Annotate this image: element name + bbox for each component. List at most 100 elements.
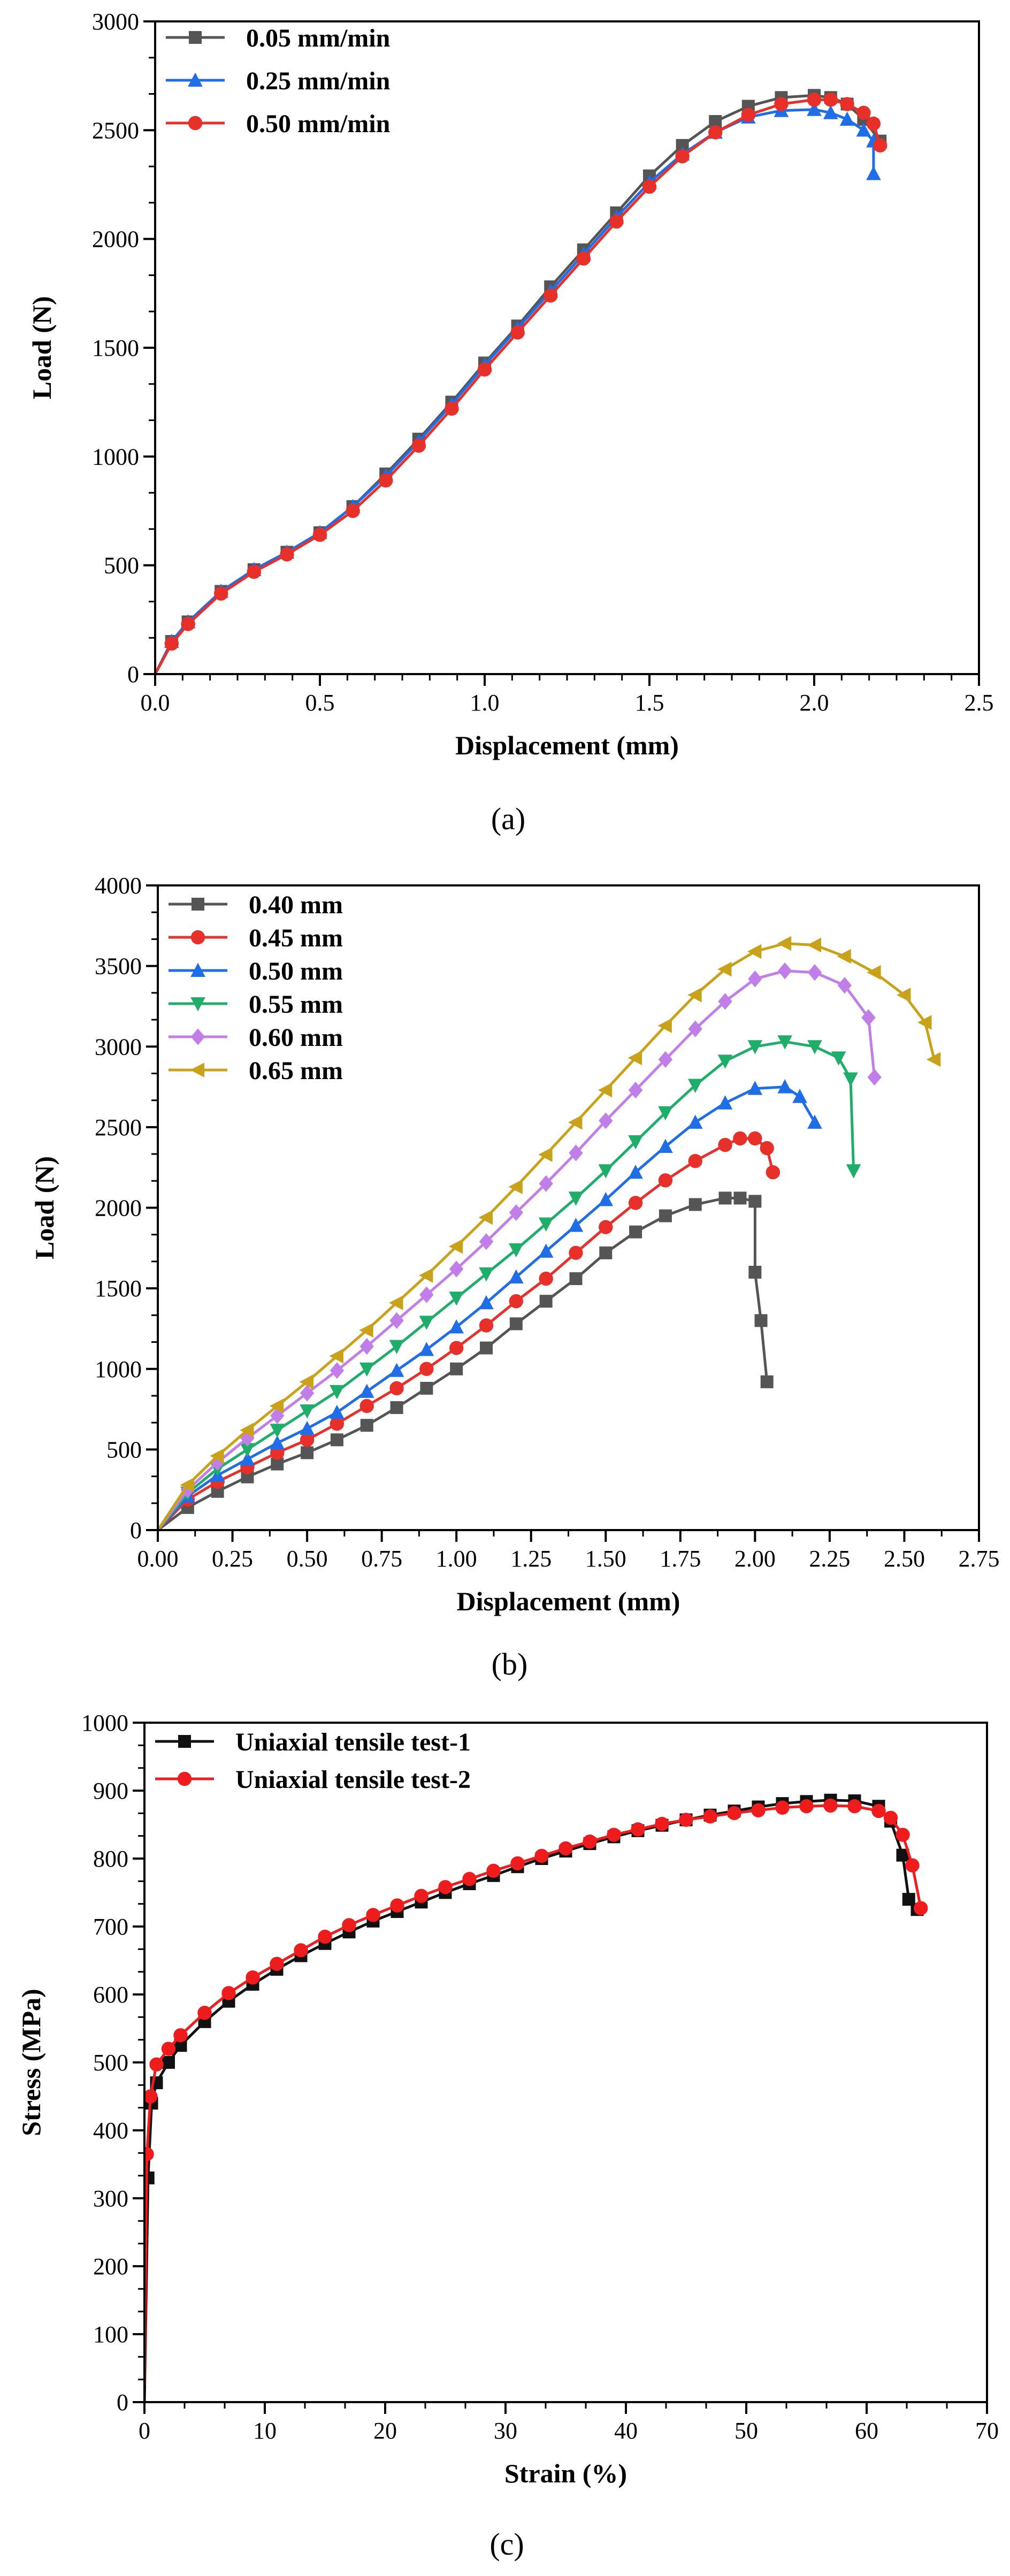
x-tick-label: 60 <box>855 2418 878 2444</box>
data-point <box>448 1239 463 1254</box>
data-point <box>831 1051 846 1066</box>
legend-marker <box>190 1062 204 1077</box>
data-point <box>873 138 887 152</box>
data-point <box>271 1457 284 1471</box>
data-point <box>508 1179 523 1195</box>
y-tick-label: 500 <box>106 1436 142 1463</box>
y-axis-title: Load (N) <box>29 1156 59 1259</box>
data-point <box>609 214 624 229</box>
legend-label: 0.55 mm <box>249 990 343 1019</box>
data-point <box>717 1054 733 1069</box>
x-tick-label: 0.00 <box>137 1546 179 1572</box>
data-point <box>599 1220 613 1234</box>
data-point <box>675 149 690 164</box>
y-tick-label: 800 <box>93 1846 128 1872</box>
data-point <box>897 988 911 1003</box>
data-point <box>389 1381 404 1396</box>
x-axis-title: Displacement (mm) <box>455 730 679 760</box>
legend-label: 0.25 mm/min <box>246 67 390 95</box>
data-point <box>270 1407 285 1424</box>
data-point <box>775 1800 790 1815</box>
data-point <box>330 1404 345 1419</box>
data-point <box>449 1319 464 1334</box>
data-point <box>330 1433 343 1447</box>
data-point <box>659 1209 672 1222</box>
data-point <box>144 2147 154 2161</box>
chart-panel-b: 0.00 0.25 0.50 0.75 1.00 1.25 1.50 1.75 2.00 2.25… <box>29 873 1000 1681</box>
x-tick-label: 0.0 <box>141 690 170 716</box>
data-point <box>748 970 762 988</box>
data-point <box>312 528 327 542</box>
data-point <box>299 1374 314 1389</box>
legend-label: 0.60 mm <box>249 1023 343 1052</box>
y-tick-label: 1000 <box>81 1710 128 1736</box>
y-tick-label: 2500 <box>95 1114 142 1141</box>
y-axis-title: Load (N) <box>27 296 57 399</box>
x-tick-label: 2.75 <box>959 1546 1000 1572</box>
data-point <box>568 1191 584 1206</box>
data-point <box>658 1051 673 1068</box>
data-point <box>823 93 838 107</box>
y-axis-title: Stress (MPa) <box>16 1989 46 2136</box>
data-point <box>628 1081 643 1099</box>
data-point <box>300 1385 315 1402</box>
data-point <box>823 1798 838 1813</box>
data-point <box>718 993 732 1010</box>
data-point <box>300 1420 315 1435</box>
data-point <box>598 1164 614 1179</box>
data-point <box>477 362 492 377</box>
data-point <box>760 1141 774 1156</box>
data-point <box>807 937 821 953</box>
data-point <box>346 503 360 518</box>
data-point <box>599 1246 613 1259</box>
data-point <box>688 1198 702 1211</box>
data-point <box>568 1218 584 1232</box>
data-point <box>389 1312 404 1329</box>
data-point <box>856 122 871 137</box>
legend-label: 0.40 mm <box>249 891 343 919</box>
data-point <box>462 1871 477 1886</box>
data-point <box>777 1079 792 1094</box>
y-tick-label: 0 <box>127 661 139 687</box>
data-point <box>360 1419 373 1432</box>
x-tick-label: 1.25 <box>510 1546 552 1572</box>
data-point <box>240 1443 255 1457</box>
data-point <box>658 1138 673 1153</box>
x-tick-label: 2.25 <box>809 1546 850 1572</box>
data-point <box>479 1233 494 1250</box>
chart-panel-c: 0 10 20 30 40 50 60 700100200300400500600700800… <box>16 1710 999 2562</box>
data-point <box>866 166 881 180</box>
data-point <box>330 1416 345 1431</box>
data-point <box>837 949 851 964</box>
data-point <box>861 1009 876 1026</box>
y-tick-label: 1500 <box>95 1275 142 1302</box>
legend-label: 0.45 mm <box>249 924 343 952</box>
y-tick-label: 1500 <box>92 335 139 361</box>
legend-marker <box>189 31 202 44</box>
legend-label: 0.05 mm/min <box>246 24 390 52</box>
data-point <box>539 1295 553 1308</box>
data-point <box>270 1424 285 1438</box>
data-point <box>181 617 195 631</box>
data-point <box>883 1810 898 1825</box>
data-point <box>703 1809 717 1824</box>
data-point <box>760 1375 774 1388</box>
panel-label: (a) <box>491 801 525 836</box>
data-point <box>607 1828 621 1842</box>
x-tick-label: 1.00 <box>436 1546 477 1572</box>
data-point <box>510 325 525 340</box>
x-tick-label: 0.75 <box>361 1546 402 1572</box>
y-tick-label: 2000 <box>95 1195 142 1221</box>
data-point <box>569 1144 583 1161</box>
data-point <box>301 1446 314 1459</box>
data-point <box>598 1082 613 1098</box>
series-line <box>158 942 936 1530</box>
data-point <box>164 636 179 651</box>
data-point <box>741 108 756 123</box>
data-point <box>628 1135 643 1150</box>
x-tick-label: 10 <box>253 2418 277 2444</box>
legend-label: 0.50 mm <box>249 957 343 985</box>
data-point <box>161 2042 176 2056</box>
data-point <box>538 1243 554 1258</box>
